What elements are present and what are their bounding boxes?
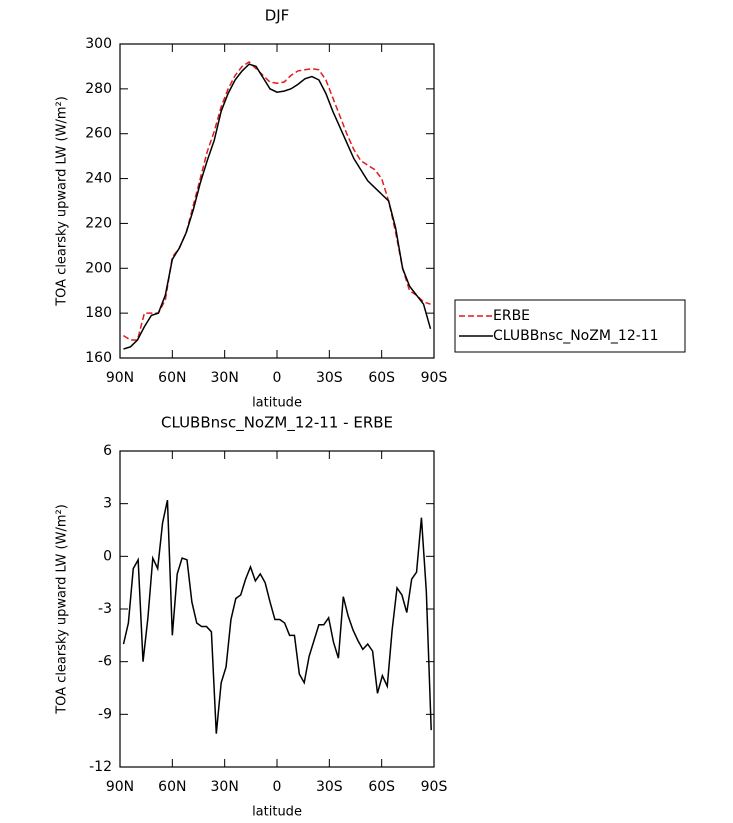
y-tick-label: 160 — [85, 350, 112, 366]
data-line — [123, 60, 431, 341]
legend-label: CLUBBnsc_NoZM_12-11 — [493, 328, 659, 344]
x-tick-label: 60N — [158, 779, 186, 795]
x-tick-label: 0 — [273, 779, 282, 795]
x-tick-label: 30S — [316, 779, 343, 795]
y-tick-label: 280 — [85, 81, 112, 97]
y-tick-label: 3 — [103, 496, 112, 512]
data-line — [123, 63, 432, 350]
x-tick-label: 60S — [368, 779, 395, 795]
x-axis-label: latitude — [252, 805, 302, 820]
x-tick-label: 30N — [211, 370, 239, 386]
y-tick-label: 300 — [85, 36, 112, 52]
legend-box — [454, 299, 686, 353]
y-tick-label: -12 — [89, 759, 112, 775]
y-tick-label: 200 — [85, 260, 112, 276]
y-axis-label: TOA clearsky upward LW (W/m²) — [55, 96, 70, 307]
chart-title: CLUBBnsc_NoZM_12-11 - ERBE — [161, 414, 393, 433]
x-tick-label: 0 — [273, 370, 282, 386]
y-tick-label: 0 — [103, 548, 112, 564]
x-tick-label: 30S — [316, 370, 343, 386]
y-tick-label: -9 — [98, 706, 112, 722]
y-tick-label: 180 — [85, 305, 112, 321]
x-tick-label: 90N — [106, 370, 134, 386]
x-tick-label: 60S — [368, 370, 395, 386]
plot-frame — [119, 43, 435, 359]
y-tick-label: 220 — [85, 215, 112, 231]
y-tick-label: 6 — [103, 443, 112, 459]
y-axis-label: TOA clearsky upward LW (W/m²) — [55, 504, 70, 715]
legend-label: ERBE — [493, 308, 530, 324]
x-tick-label: 30N — [211, 779, 239, 795]
y-tick-label: -6 — [98, 654, 112, 670]
chart-title: DJF — [265, 7, 290, 25]
plot-frame — [119, 450, 435, 768]
x-axis-label: latitude — [252, 396, 302, 411]
x-tick-label: 90N — [106, 779, 134, 795]
data-line — [122, 499, 432, 734]
y-tick-label: -3 — [98, 601, 112, 617]
y-tick-label: 260 — [85, 126, 112, 142]
x-tick-label: 60N — [158, 370, 186, 386]
x-tick-label: 90S — [421, 370, 448, 386]
y-tick-label: 240 — [85, 171, 112, 187]
x-tick-label: 90S — [421, 779, 448, 795]
